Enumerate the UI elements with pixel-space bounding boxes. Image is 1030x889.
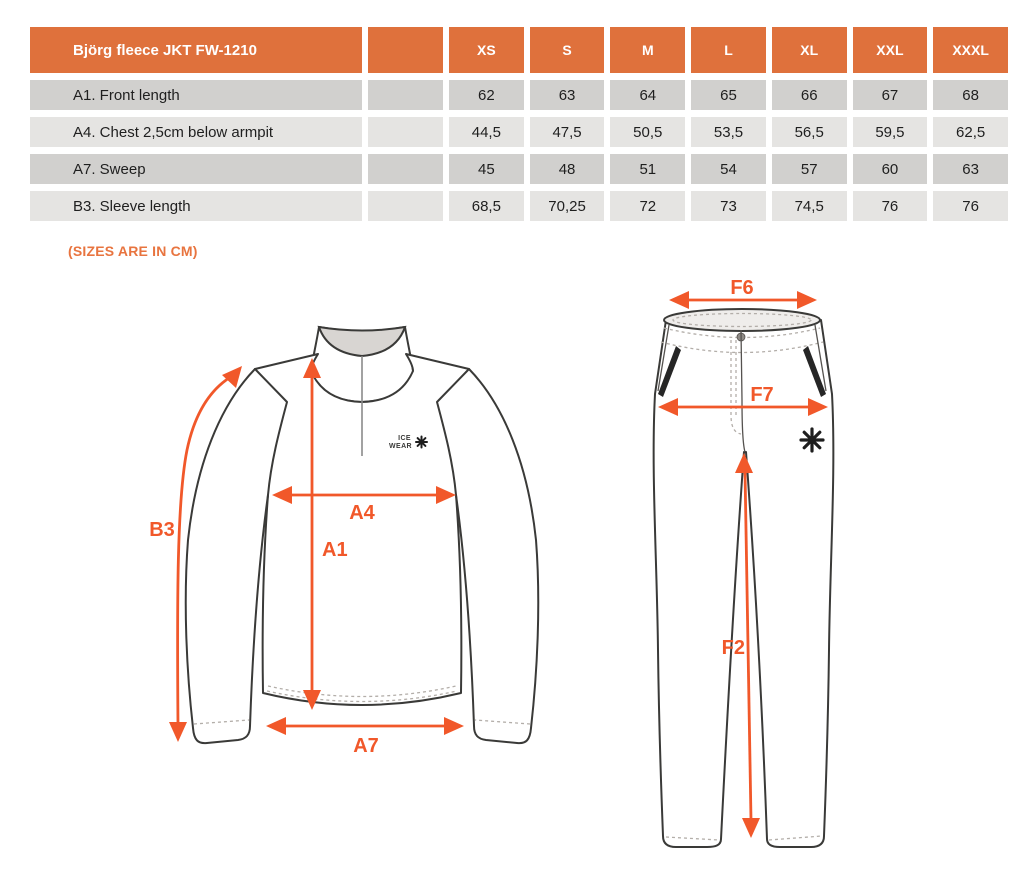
table-row-sleeve-length: B3. Sleeve length 68,5 70,25 72 73 74,5 … (30, 191, 1008, 221)
cell-value: 44,5 (449, 117, 524, 147)
a4-label: A4 (349, 502, 375, 524)
cell-value: 50,5 (610, 117, 686, 147)
pants-yoke-stitch (660, 341, 824, 354)
jacket-collar-inner (317, 325, 407, 358)
pants-fly-stitch (730, 340, 742, 435)
cell-value: 76 (933, 191, 1008, 221)
size-header-xs: XS (449, 27, 524, 73)
size-header-s: S (529, 27, 605, 73)
cell-value: 76 (852, 191, 928, 221)
pants-waistband-stitch (672, 312, 812, 328)
table-row-sweep: A7. Sweep 45 48 51 54 57 60 63 (30, 154, 1008, 184)
pants-left-pocket (657, 324, 681, 397)
f7-label: F7 (750, 384, 773, 406)
size-header-xl: XL (771, 27, 847, 73)
icewear-logo-text-bottom: WEAR (389, 443, 412, 450)
pants-right-pocket (803, 324, 827, 397)
cell-value: 54 (691, 154, 766, 184)
pants-center-seam (740, 329, 746, 453)
cell-value: 63 (529, 80, 605, 110)
blank-cell (368, 80, 443, 110)
jacket-hem-stitch (266, 690, 458, 703)
cell-value: 51 (610, 154, 686, 184)
cell-value: 47,5 (529, 117, 605, 147)
row-label: B3. Sleeve length (30, 191, 362, 221)
size-header-xxl: XXL (852, 27, 928, 73)
a1-label: A1 (322, 539, 348, 561)
cell-value: 67 (852, 80, 928, 110)
table-row-front-length: A1. Front length 62 63 64 65 66 67 68 (30, 80, 1008, 110)
cell-value: 63 (933, 154, 1008, 184)
cell-value: 70,25 (529, 191, 605, 221)
jacket-measurement-diagram: ICE WEAR B3 A4 (149, 325, 540, 757)
b3-label: B3 (149, 519, 175, 541)
cell-value: 48 (529, 154, 605, 184)
size-table-header-row: Björg fleece JKT FW-1210 XS S M L XL XXL… (30, 27, 1008, 73)
blank-cell (368, 191, 443, 221)
pants-snowflake-icon (799, 427, 825, 453)
cell-value: 45 (449, 154, 524, 184)
f2-arrow: F2 (722, 453, 760, 838)
a7-label: A7 (353, 735, 379, 757)
cell-value: 62,5 (933, 117, 1008, 147)
size-header-m: M (610, 27, 686, 73)
row-label: A4. Chest 2,5cm below armpit (30, 117, 362, 147)
blank-cell (368, 154, 443, 184)
product-title: Björg fleece JKT FW-1210 (30, 27, 362, 73)
sizes-in-cm-note: (SIZES ARE IN CM) (68, 243, 198, 259)
icewear-snowflake-icon (415, 435, 428, 449)
row-label: A1. Front length (30, 80, 362, 110)
cell-value: 72 (610, 191, 686, 221)
a7-arrow: A7 (266, 717, 464, 757)
pants-hem-stitch (768, 835, 823, 841)
size-table: Björg fleece JKT FW-1210 XS S M L XL XXL… (30, 27, 1008, 221)
cell-value: 59,5 (852, 117, 928, 147)
row-label: A7. Sweep (30, 154, 362, 184)
cell-value: 53,5 (691, 117, 766, 147)
a4-arrow: A4 (272, 486, 456, 524)
cell-value: 60 (852, 154, 928, 184)
cell-value: 66 (771, 80, 847, 110)
icewear-logo: ICE WEAR (389, 435, 428, 450)
size-header-xxxl: XXXL (933, 27, 1008, 73)
cell-value: 62 (449, 80, 524, 110)
cell-value: 68,5 (449, 191, 524, 221)
blank-cell (368, 117, 443, 147)
cell-value: 65 (691, 80, 766, 110)
cell-value: 64 (610, 80, 686, 110)
cell-value: 56,5 (771, 117, 847, 147)
cell-value: 68 (933, 80, 1008, 110)
pants-waistband (663, 308, 821, 332)
size-header-l: L (691, 27, 766, 73)
cell-value: 57 (771, 154, 847, 184)
table-row-chest: A4. Chest 2,5cm below armpit 44,5 47,5 5… (30, 117, 1008, 147)
icewear-logo-text-top: ICE (398, 435, 411, 442)
jacket-left-sleeve (184, 368, 269, 745)
f7-arrow: F7 (658, 384, 828, 416)
f6-arrow: F6 (669, 277, 817, 309)
cell-value: 73 (691, 191, 766, 221)
b3-arrow: B3 (149, 366, 242, 742)
cell-value: 74,5 (771, 191, 847, 221)
pants-hem-stitch (665, 836, 720, 841)
header-blank-cell (368, 27, 443, 73)
jacket-cuff-stitch (474, 719, 531, 725)
f2-label: F2 (722, 637, 745, 659)
pants-body (652, 313, 835, 848)
jacket-right-sleeve (455, 368, 540, 745)
pants-measurement-diagram: F6 F7 F2 (652, 277, 835, 848)
a1-arrow: A1 (303, 358, 348, 710)
f6-label: F6 (730, 277, 753, 299)
jacket-cuff-stitch (193, 719, 250, 725)
